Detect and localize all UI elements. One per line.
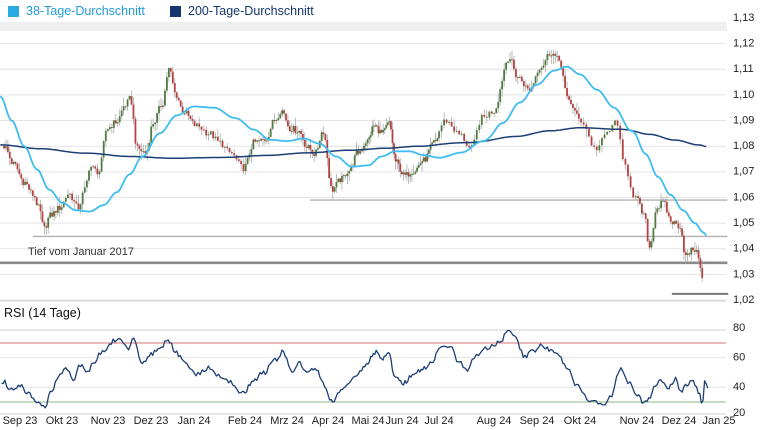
axis-label: Nov 23 xyxy=(91,415,126,427)
axis-label: 1,06 xyxy=(733,191,754,203)
axis-label: Nov 24 xyxy=(620,415,655,427)
rsi-line xyxy=(1,329,709,409)
ma38-legend-label: 38-Tage-Durchschnitt xyxy=(26,4,145,18)
support-annotation: Tief vom Januar 2017 xyxy=(28,246,134,258)
axis-label: 1,11 xyxy=(733,63,754,75)
axis-label: 1,13 xyxy=(733,12,754,24)
rsi-indicator-chart: 80 60 40 20 Sep 23 Okt 23 Nov 23 Dez 23 Jan 24 Fe… xyxy=(0,322,745,427)
axis-label: Okt 23 xyxy=(46,415,78,427)
axis-label: 1,10 xyxy=(733,89,754,101)
axis-label: Jan 25 xyxy=(702,415,735,427)
ma38-line xyxy=(0,65,707,237)
axis-label: 1,03 xyxy=(733,268,754,280)
axis-label: Sep 24 xyxy=(520,415,555,427)
plot-top-band xyxy=(0,22,727,31)
axis-label: 60 xyxy=(733,352,745,364)
ma200-line xyxy=(0,126,707,159)
axis-label: Mrz 24 xyxy=(270,415,304,427)
axis-label: 1,12 xyxy=(733,38,754,50)
chart-legend: 38-Tage-Durchschnitt 200-Tage-Durchschni… xyxy=(0,0,765,22)
axis-label: 20 xyxy=(733,407,745,419)
month-axis-labels: Sep 23 Okt 23 Nov 23 Dez 23 Jan 24 Feb 24 Mrz … xyxy=(3,415,736,427)
axis-label: 1,09 xyxy=(733,114,754,126)
axis-label: 1,02 xyxy=(733,294,754,306)
axis-label: Jul 24 xyxy=(424,415,453,427)
price-candlestick-chart: 1,13 1,12 1,11 1,10 1,09 1,08 1,07 1,06 1,05 1,04… xyxy=(0,12,754,306)
axis-label: Dez 24 xyxy=(662,415,697,427)
axis-label: Jun 24 xyxy=(385,415,418,427)
axis-label: Sep 23 xyxy=(3,415,38,427)
rsi-axis-labels: 80 60 40 20 xyxy=(733,322,745,419)
ma200-legend-label: 200-Tage-Durchschnitt xyxy=(188,4,314,18)
support-lines xyxy=(0,199,729,295)
axis-label: 1,04 xyxy=(733,243,754,255)
axis-label: Mai 24 xyxy=(351,415,384,427)
legend-item-ma38[interactable]: 38-Tage-Durchschnitt xyxy=(8,4,145,18)
legend-item-ma200[interactable]: 200-Tage-Durchschnitt xyxy=(170,4,314,18)
axis-label: Jan 24 xyxy=(177,415,210,427)
rsi-gridlines xyxy=(0,357,726,388)
axis-label: Okt 24 xyxy=(564,415,596,427)
axis-label: 40 xyxy=(733,381,745,393)
axis-label: Aug 24 xyxy=(477,415,512,427)
price-axis-labels: 1,13 1,12 1,11 1,10 1,09 1,08 1,07 1,06 1,05 1,04… xyxy=(733,12,754,306)
axis-label: 1,08 xyxy=(733,140,754,152)
axis-label: 1,05 xyxy=(733,217,754,229)
axis-label: Dez 23 xyxy=(134,415,169,427)
ma38-swatch-icon xyxy=(8,5,19,17)
axis-label: 1,07 xyxy=(733,166,754,178)
axis-label: Apr 24 xyxy=(312,415,344,427)
rsi-title: RSI (14 Tage) xyxy=(4,306,81,320)
axis-label: 80 xyxy=(733,322,745,334)
axis-label: Feb 24 xyxy=(228,415,262,427)
ma200-swatch-icon xyxy=(170,5,181,17)
rsi-panel-borders xyxy=(0,329,726,415)
